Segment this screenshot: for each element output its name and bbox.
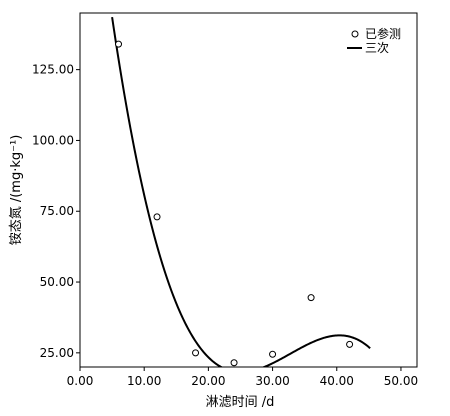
plot-area [79,12,418,368]
data-point [115,40,123,48]
x-tick-label: 40.00 [320,374,354,388]
y-ticks: 25.00 50.00 75.00 100.00 125.00 [32,63,80,360]
x-tick-label: 0.00 [67,374,94,388]
fit-curve-layer [111,16,371,367]
data-point [269,350,277,358]
data-point [307,294,315,302]
x-tick-label: 10.00 [127,374,161,388]
y-tick-label: 25.00 [40,346,74,360]
x-axis-title: 淋滤时间 /d [206,395,275,410]
legend-label-cubic: 三次 [365,41,389,55]
y-tick-label: 50.00 [40,275,74,289]
data-point [153,213,161,221]
legend-marker-observed [351,30,359,38]
x-tick-label: 20.00 [191,374,225,388]
y-axis-title: 铵态氮 /(mg·kg⁻¹) [9,135,24,246]
data-points-layer [115,40,354,367]
data-point [346,340,354,348]
legend-label-observed: 已参测 [365,26,401,41]
y-tick-label: 125.00 [32,63,74,77]
legend: 已参测 三次 [347,26,401,55]
data-point [192,349,200,357]
x-tick-label: 50.00 [384,374,418,388]
x-ticks: 0.00 10.00 20.00 30.00 40.00 50.00 [67,367,418,388]
data-point [230,359,238,367]
x-tick-label: 30.00 [255,374,289,388]
cubic-fit-curve [111,16,371,367]
y-tick-label: 75.00 [40,204,74,218]
y-tick-label: 100.00 [32,133,74,147]
